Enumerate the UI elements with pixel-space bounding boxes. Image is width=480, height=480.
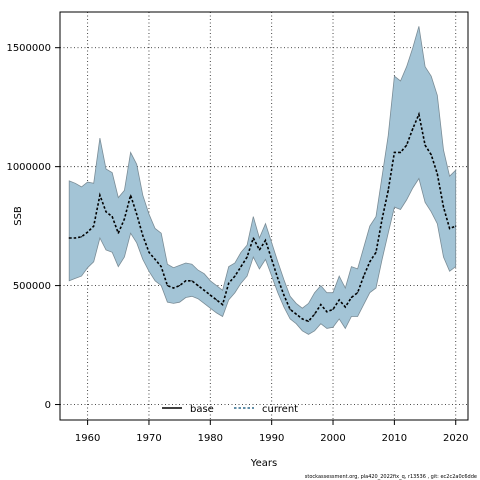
data-point: [412, 128, 414, 130]
data-point: [289, 308, 291, 310]
x-axis: 1960 1970 1980 1990 2000 2010 2020: [75, 420, 468, 444]
x-tick-label: 2000: [320, 433, 345, 444]
y-tick-label: 500000: [13, 281, 51, 292]
data-point: [387, 189, 389, 191]
data-point: [222, 304, 224, 306]
series-points: [68, 113, 457, 322]
data-point: [130, 194, 132, 196]
data-point: [166, 285, 168, 287]
data-point: [375, 251, 377, 253]
data-point: [80, 236, 83, 238]
data-point: [87, 231, 89, 233]
data-point: [142, 235, 144, 237]
data-point: [381, 218, 383, 220]
x-tick-label: 2010: [382, 433, 407, 444]
data-point: [363, 275, 365, 277]
data-point: [314, 313, 316, 315]
data-point: [215, 299, 218, 301]
data-point: [160, 266, 162, 268]
x-tick-label: 1980: [198, 433, 223, 444]
data-point: [209, 294, 211, 296]
data-point: [240, 266, 242, 268]
data-point: [406, 144, 408, 146]
data-point: [252, 237, 254, 239]
data-point: [68, 237, 70, 239]
data-point: [148, 251, 150, 253]
data-point: [99, 194, 101, 196]
data-point: [283, 294, 285, 296]
data-point: [455, 225, 457, 227]
x-tick-label: 1990: [259, 433, 284, 444]
footnote: stockassessment.org, pla420_2022fix_q, r…: [305, 474, 477, 480]
data-point: [185, 280, 187, 282]
data-point: [399, 151, 402, 153]
x-tick-label: 1960: [75, 433, 100, 444]
data-point: [117, 232, 119, 234]
data-point: [111, 216, 113, 218]
data-point: [228, 282, 230, 284]
x-tick-label: 1970: [136, 433, 161, 444]
series-line-current: [69, 111, 456, 323]
data-point: [234, 275, 236, 277]
data-point: [301, 318, 303, 320]
data-point: [418, 113, 420, 115]
data-point: [430, 154, 432, 156]
y-axis: 0 500000 1000000 1500000: [6, 43, 60, 411]
data-point: [191, 280, 193, 282]
data-point: [136, 213, 138, 215]
data-point: [338, 299, 340, 301]
data-point: [264, 239, 267, 241]
data-point: [74, 237, 76, 239]
data-point: [393, 151, 395, 153]
data-point: [442, 206, 445, 208]
data-point: [172, 287, 175, 289]
data-point: [307, 320, 310, 322]
data-point: [154, 258, 156, 260]
y-axis-title: SSB: [13, 206, 24, 226]
data-point: [277, 277, 279, 279]
plot-frame: [59, 11, 469, 421]
data-point: [271, 258, 273, 260]
data-point: [436, 173, 438, 175]
data-point: [123, 218, 125, 220]
data-point: [258, 249, 260, 251]
data-point: [295, 313, 297, 315]
data-point: [203, 289, 205, 291]
confidence-band: [68, 26, 457, 335]
x-tick-label: 2020: [443, 433, 468, 444]
data-point: [197, 285, 199, 287]
data-point: [246, 256, 248, 258]
legend-label-base: base: [190, 404, 214, 415]
legend: base current: [162, 404, 298, 415]
y-tick-label: 0: [45, 400, 51, 411]
data-point: [350, 296, 352, 299]
data-point: [326, 311, 328, 313]
x-axis-title: Years: [250, 458, 277, 469]
data-point: [449, 227, 451, 230]
data-point: [93, 225, 95, 227]
data-point: [320, 304, 322, 306]
data-point: [332, 308, 334, 310]
data-point: [344, 306, 346, 308]
data-point: [357, 292, 359, 294]
y-tick-label: 1500000: [6, 43, 51, 54]
data-point: [105, 211, 107, 213]
legend-label-current: current: [262, 404, 298, 415]
data-point: [369, 261, 371, 263]
data-point: [179, 285, 181, 287]
y-tick-label: 1000000: [6, 162, 51, 173]
data-point: [424, 144, 426, 146]
